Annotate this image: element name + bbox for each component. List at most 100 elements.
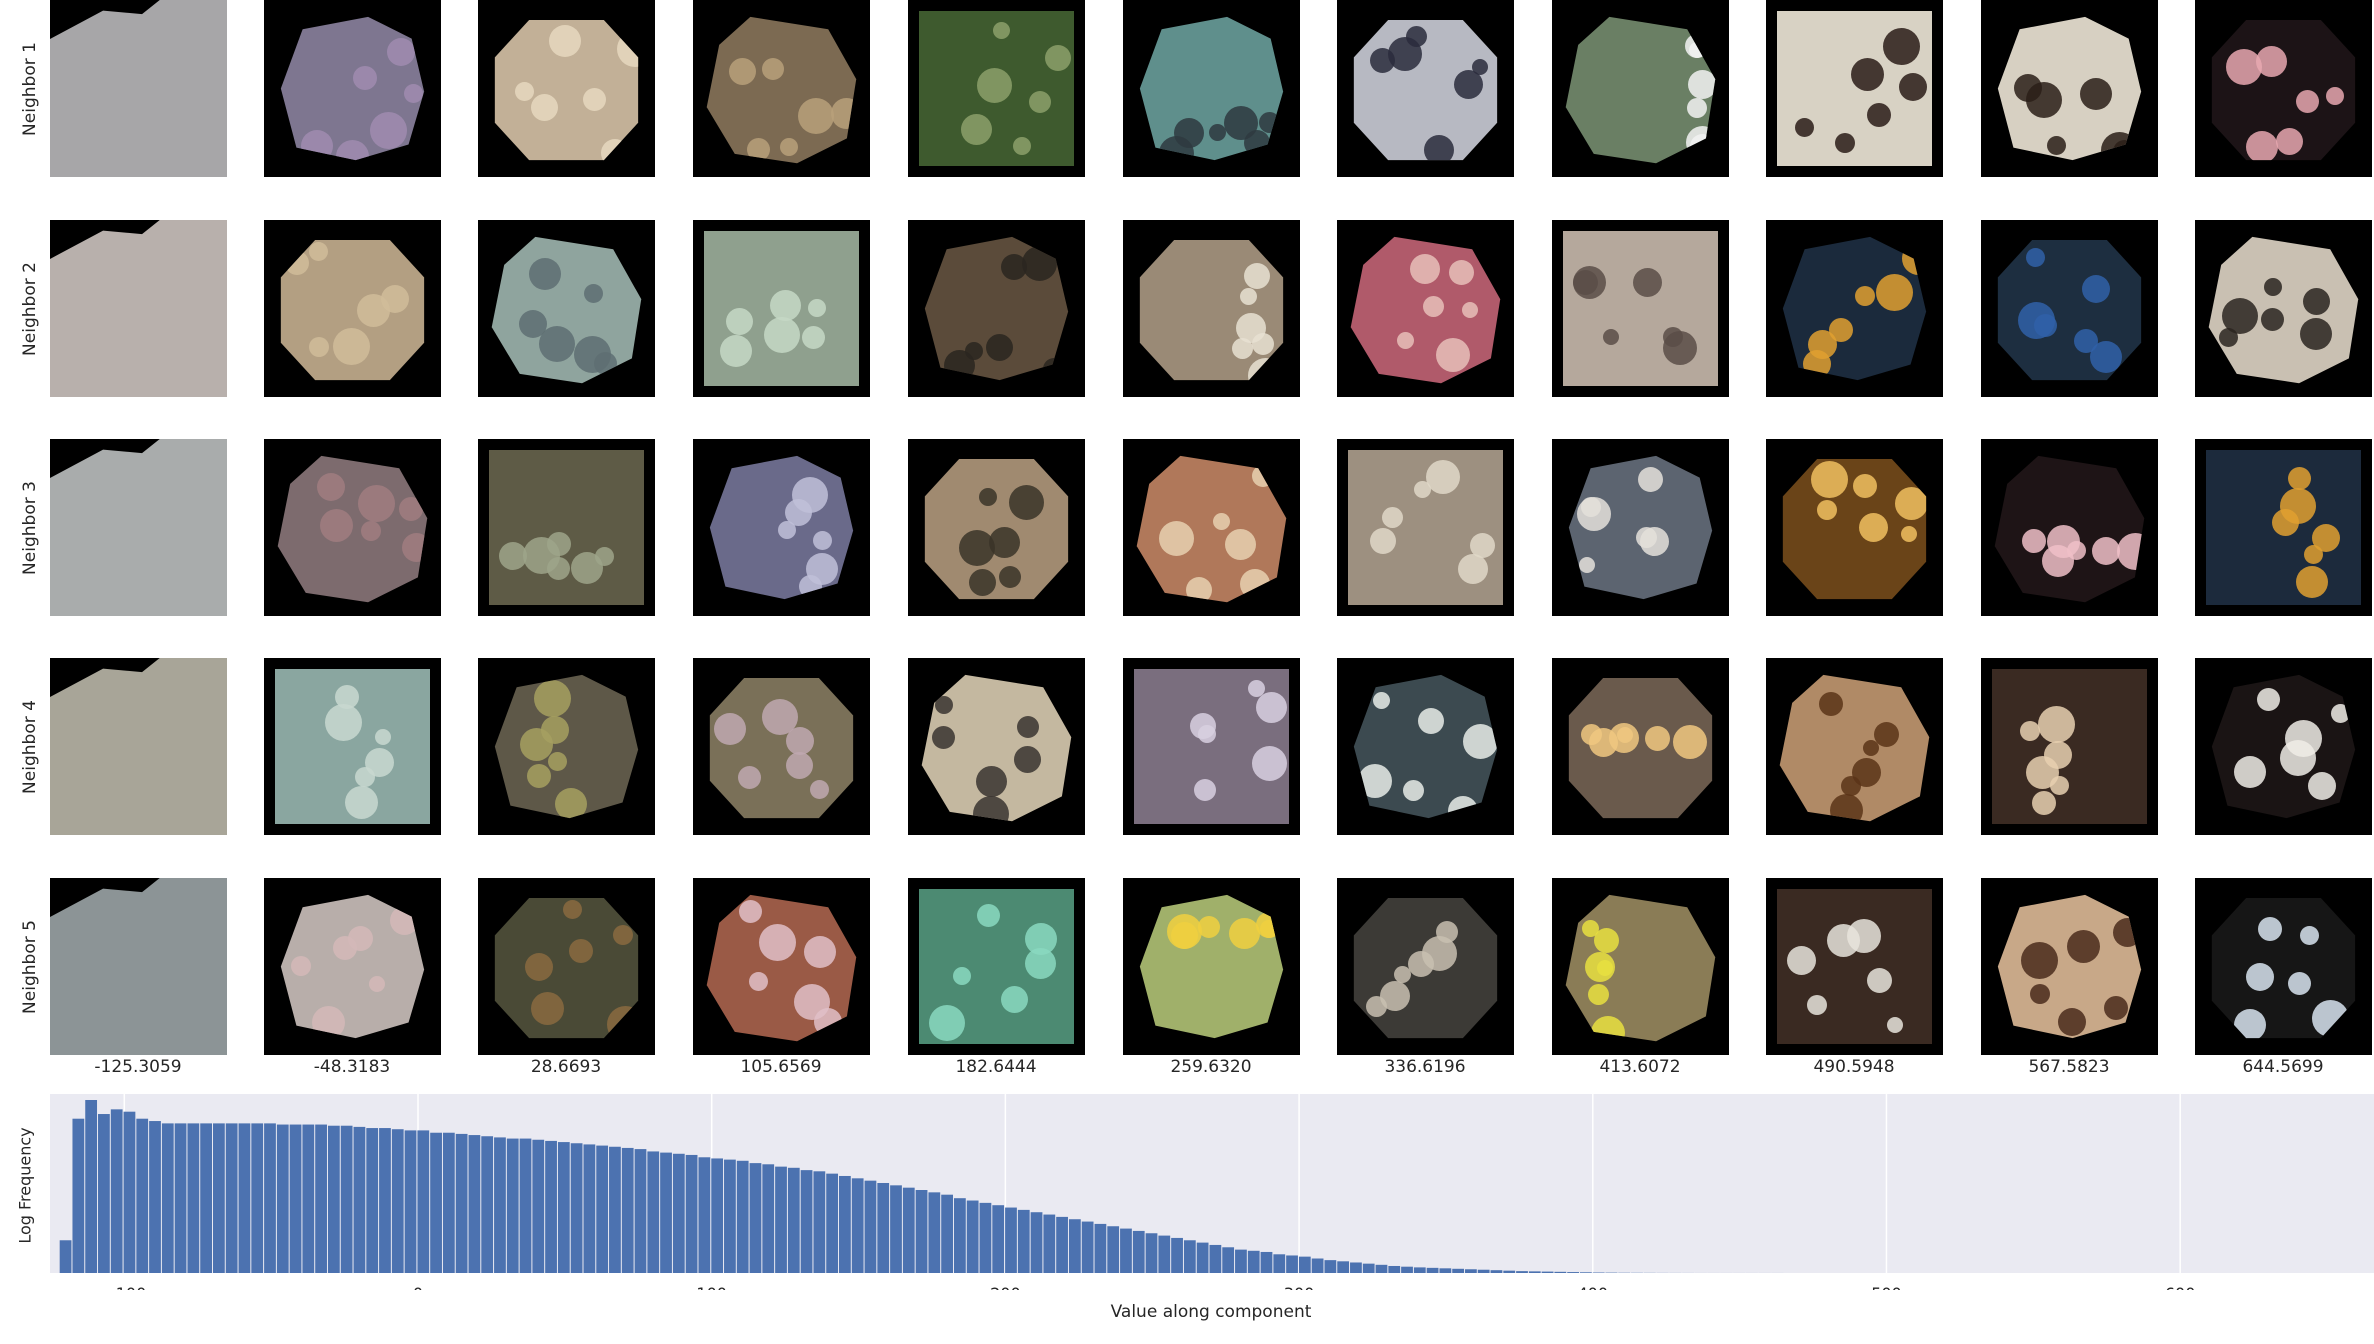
histogram-bar bbox=[213, 1123, 225, 1273]
patch-spot bbox=[600, 138, 629, 161]
patch-spot bbox=[1471, 58, 1488, 75]
patch-spot bbox=[308, 336, 329, 357]
histogram-bar bbox=[736, 1160, 749, 1273]
histogram-bar bbox=[442, 1132, 455, 1273]
row-label-text: Neighbor 5 bbox=[20, 920, 40, 1014]
histogram-bar bbox=[672, 1153, 685, 1273]
patch-spot bbox=[1818, 691, 1843, 716]
patch-spot bbox=[1369, 527, 1396, 554]
histogram-bar bbox=[519, 1138, 532, 1273]
patch-spot bbox=[803, 935, 836, 968]
patch-spot bbox=[931, 725, 955, 749]
patch-spot bbox=[1239, 568, 1270, 599]
histogram-bar bbox=[660, 1152, 672, 1273]
patch-spot bbox=[1462, 723, 1498, 759]
patch-texture bbox=[277, 455, 428, 603]
patch-texture bbox=[1353, 897, 1498, 1039]
histogram-bar bbox=[1260, 1251, 1273, 1273]
histogram-bar bbox=[1426, 1267, 1439, 1273]
patch-texture bbox=[1779, 674, 1930, 822]
patch-spot bbox=[316, 472, 345, 501]
patch-spot bbox=[1028, 90, 1051, 113]
patch-spot bbox=[2263, 277, 2282, 296]
patch-spot bbox=[1578, 556, 1595, 573]
patch-texture bbox=[709, 455, 854, 600]
patch-spot bbox=[934, 695, 953, 714]
histogram-bar bbox=[1094, 1223, 1107, 1273]
patch-texture bbox=[50, 220, 227, 397]
histogram-bar bbox=[941, 1194, 953, 1273]
patch-texture bbox=[494, 674, 639, 819]
histogram-bar bbox=[238, 1123, 251, 1273]
patch-spot bbox=[1900, 525, 1917, 542]
patch-spot bbox=[779, 137, 798, 156]
patch-spot bbox=[1158, 520, 1194, 556]
histogram-bar bbox=[762, 1164, 775, 1273]
patch-texture bbox=[494, 19, 639, 161]
histogram-bar bbox=[1516, 1271, 1528, 1273]
histogram-bar bbox=[1477, 1269, 1490, 1273]
patch-spot bbox=[570, 551, 603, 584]
patch-spot bbox=[1580, 496, 1601, 517]
patch-spot bbox=[2307, 771, 2336, 800]
neighbor-image-patch bbox=[1981, 0, 2158, 177]
histogram-bar bbox=[953, 1198, 966, 1273]
column-value-label: -48.3183 bbox=[313, 1057, 391, 1077]
neighbor-image-patch bbox=[1552, 658, 1729, 835]
patch-spot bbox=[344, 785, 378, 819]
patch-spot bbox=[809, 779, 829, 799]
histogram-bar bbox=[915, 1190, 928, 1273]
patch-spot bbox=[761, 698, 798, 735]
patch-spot bbox=[530, 991, 564, 1025]
patch-spot bbox=[2025, 81, 2062, 118]
patch-spot bbox=[1422, 295, 1444, 317]
neighbor-image-patch bbox=[1766, 0, 1943, 177]
patch-spot bbox=[538, 325, 575, 362]
histogram-bar bbox=[1298, 1256, 1311, 1273]
patch-spot bbox=[514, 81, 534, 101]
patch-spot bbox=[976, 67, 1012, 103]
histogram-bar bbox=[455, 1133, 468, 1273]
neighbor-image-patch bbox=[1981, 439, 2158, 616]
patch-spot bbox=[2257, 916, 2282, 941]
patch-spot bbox=[1447, 795, 1478, 819]
patch-spot bbox=[746, 137, 770, 161]
histogram-bar bbox=[494, 1137, 506, 1273]
neighbor-image-patch bbox=[908, 658, 1085, 835]
patch-spot bbox=[1786, 945, 1816, 975]
patch-spot bbox=[2079, 77, 2112, 110]
histogram-bar bbox=[276, 1124, 289, 1273]
histogram-bar bbox=[1107, 1226, 1120, 1273]
neighbor-image-patch bbox=[693, 658, 870, 835]
patch-texture bbox=[1782, 458, 1927, 600]
column-value-label: 259.6320 bbox=[1170, 1057, 1252, 1077]
neighbor-image-patch bbox=[2195, 220, 2372, 397]
neighbor-image-patch bbox=[264, 439, 441, 616]
patch-spot bbox=[1828, 317, 1853, 342]
histogram-bar bbox=[877, 1182, 890, 1273]
patch-spot bbox=[985, 333, 1013, 361]
patch-spot bbox=[988, 526, 1020, 558]
patch-spot bbox=[1435, 337, 1470, 372]
patch-spot bbox=[1590, 1015, 1625, 1042]
patch-spot bbox=[992, 21, 1010, 39]
patch-spot bbox=[1251, 745, 1287, 781]
patch-spot bbox=[319, 508, 353, 542]
patch-spot bbox=[308, 241, 328, 261]
patch-texture bbox=[1991, 668, 2148, 825]
patch-spot bbox=[1644, 725, 1670, 751]
patch-spot bbox=[498, 541, 527, 570]
neighbor-image-patch bbox=[478, 0, 655, 177]
column-value-label: 336.6196 bbox=[1384, 1057, 1466, 1077]
patch-texture bbox=[1347, 449, 1504, 606]
patch-spot bbox=[369, 111, 407, 149]
neighbor-image-patch bbox=[1766, 220, 1943, 397]
patch-texture bbox=[921, 674, 1072, 822]
patch-texture bbox=[50, 658, 227, 835]
patch-spot bbox=[1425, 459, 1460, 494]
patch-spot bbox=[2303, 544, 2323, 564]
patch-spot bbox=[2260, 307, 2284, 331]
neighbor-image-patch bbox=[1552, 0, 1729, 177]
histogram-bar bbox=[353, 1126, 366, 1273]
histogram-bar bbox=[468, 1135, 481, 1273]
